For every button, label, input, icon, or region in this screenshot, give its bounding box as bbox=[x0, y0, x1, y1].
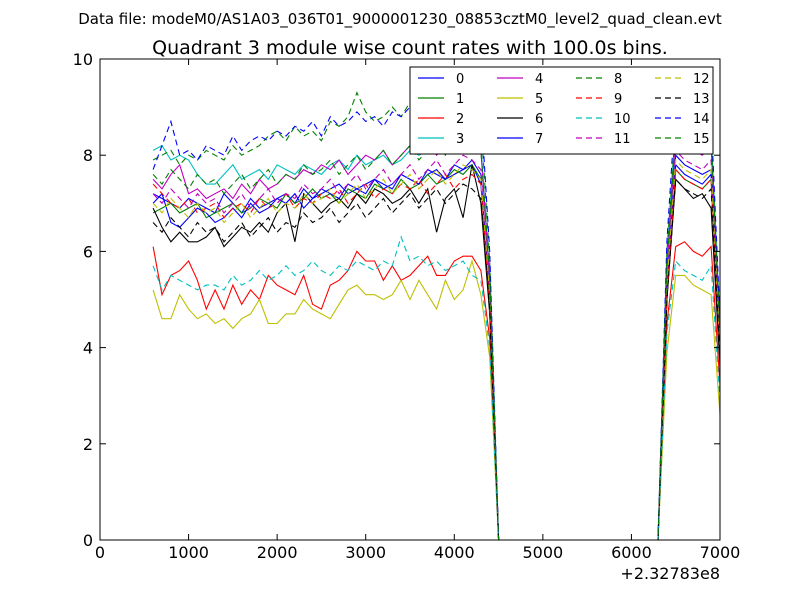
plot-area bbox=[152, 91, 720, 540]
y-tick-label: 0 bbox=[83, 531, 93, 550]
legend-label-7: 7 bbox=[535, 132, 543, 147]
y-tick-label: 10 bbox=[73, 50, 93, 69]
legend-label-1: 1 bbox=[456, 92, 464, 107]
series-line-7 bbox=[152, 153, 720, 540]
figure-suptitle: Data file: modeM0/AS1A03_036T01_90000012… bbox=[78, 10, 722, 29]
series-line-8 bbox=[152, 91, 720, 540]
y-tick-label: 4 bbox=[83, 339, 93, 358]
legend-box bbox=[409, 66, 714, 155]
x-tick-label: 6000 bbox=[611, 543, 652, 562]
y-tick-label: 8 bbox=[83, 146, 93, 165]
legend-label-5: 5 bbox=[535, 92, 543, 107]
series-line-0 bbox=[152, 163, 720, 540]
chart-title: Quadrant 3 module wise count rates with … bbox=[152, 37, 668, 59]
x-tick-label: 5000 bbox=[522, 543, 563, 562]
y-tick-label: 2 bbox=[83, 435, 93, 454]
series-line-9 bbox=[152, 168, 720, 540]
axes-frame bbox=[99, 58, 721, 541]
x-tick-label: 1000 bbox=[168, 543, 209, 562]
legend-label-3: 3 bbox=[456, 132, 464, 147]
series-line-1 bbox=[152, 163, 720, 540]
x-tick-label: 0 bbox=[95, 543, 105, 562]
series-line-5 bbox=[152, 258, 720, 540]
x-tick-label: 2000 bbox=[257, 543, 298, 562]
series-line-13 bbox=[152, 177, 720, 540]
legend-label-4: 4 bbox=[535, 72, 543, 87]
legend-label-14: 14 bbox=[693, 112, 710, 127]
x-offset-label: +2.32783e8 bbox=[620, 564, 720, 583]
x-tick-label: 4000 bbox=[434, 543, 475, 562]
series-line-4 bbox=[152, 130, 720, 540]
legend-label-15: 15 bbox=[693, 132, 710, 147]
series-line-11 bbox=[152, 149, 720, 540]
legend-label-10: 10 bbox=[614, 112, 631, 127]
series-line-14 bbox=[152, 91, 720, 540]
x-tick-label: 3000 bbox=[345, 543, 386, 562]
series-line-6 bbox=[152, 164, 720, 540]
series-line-10 bbox=[152, 235, 720, 540]
legend-label-2: 2 bbox=[456, 112, 464, 127]
legend-label-9: 9 bbox=[614, 92, 622, 107]
legend-label-13: 13 bbox=[693, 92, 710, 107]
legend-label-11: 11 bbox=[614, 132, 631, 147]
legend-label-0: 0 bbox=[456, 72, 464, 87]
legend-label-8: 8 bbox=[614, 72, 622, 87]
legend-label-6: 6 bbox=[535, 112, 543, 127]
series-line-2 bbox=[152, 241, 720, 540]
series-line-12 bbox=[152, 158, 720, 540]
x-tick-label: 7000 bbox=[700, 543, 741, 562]
y-tick-label: 6 bbox=[83, 242, 93, 261]
series-line-15 bbox=[152, 129, 720, 540]
legend-label-12: 12 bbox=[693, 72, 710, 87]
